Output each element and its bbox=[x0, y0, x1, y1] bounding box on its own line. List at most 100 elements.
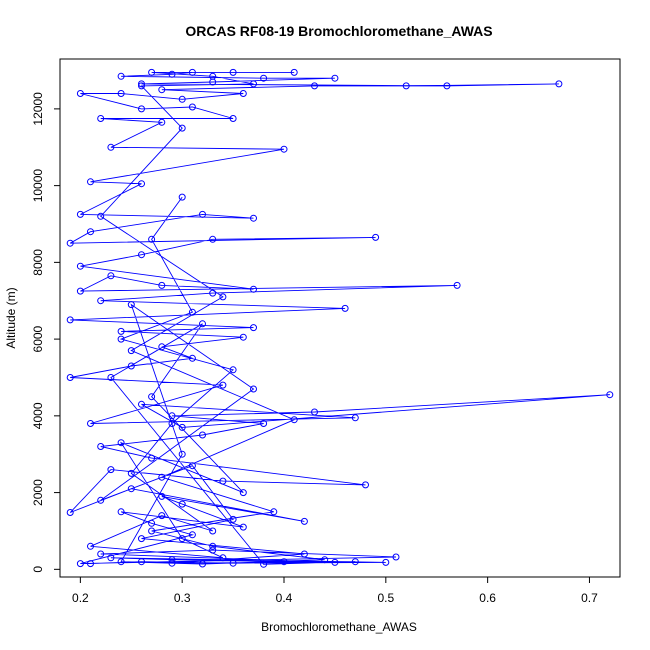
data-point bbox=[219, 477, 227, 485]
data-point bbox=[138, 251, 145, 259]
data-point bbox=[402, 82, 410, 90]
data-point bbox=[87, 560, 94, 568]
data-point bbox=[76, 90, 84, 97]
x-tick-label: 0.4 bbox=[276, 591, 293, 605]
data-point bbox=[239, 90, 247, 97]
data-point bbox=[229, 68, 237, 76]
data-point bbox=[178, 500, 186, 508]
data-point bbox=[158, 492, 166, 500]
data-point bbox=[158, 281, 166, 289]
data-point bbox=[199, 560, 206, 568]
x-axis-label: Bromochloromethane_AWAS bbox=[261, 620, 417, 634]
data-point bbox=[87, 542, 94, 550]
data-point bbox=[209, 546, 217, 554]
y-tick-label: 12000 bbox=[31, 92, 45, 126]
data-point bbox=[209, 72, 217, 80]
data-point bbox=[138, 180, 145, 188]
data-point bbox=[229, 115, 237, 122]
data-point bbox=[300, 550, 308, 558]
data-point bbox=[209, 527, 217, 535]
data-point bbox=[138, 535, 145, 543]
data-point bbox=[178, 95, 186, 103]
y-tick-label: 2000 bbox=[31, 479, 45, 506]
data-point bbox=[107, 272, 115, 280]
data-point bbox=[168, 420, 176, 427]
data-point bbox=[138, 105, 145, 113]
data-point bbox=[138, 558, 145, 566]
data-point bbox=[87, 178, 94, 186]
data-point bbox=[209, 235, 217, 243]
data-point bbox=[97, 297, 105, 305]
data-point bbox=[250, 80, 257, 88]
data-point bbox=[97, 496, 105, 504]
data-point bbox=[158, 86, 166, 94]
data-point bbox=[331, 74, 339, 82]
data-point bbox=[76, 560, 84, 568]
data-point bbox=[443, 82, 451, 90]
data-point bbox=[127, 485, 135, 493]
series-line bbox=[69, 71, 610, 565]
data-point bbox=[331, 558, 339, 566]
data-point bbox=[178, 535, 186, 543]
x-tick-label: 0.2 bbox=[72, 591, 89, 605]
data-point bbox=[250, 385, 257, 393]
y-tick-label: 10000 bbox=[31, 169, 45, 203]
data-point bbox=[188, 531, 196, 539]
data-point bbox=[280, 145, 288, 153]
data-point bbox=[97, 212, 105, 220]
data-point bbox=[280, 558, 288, 566]
data-point bbox=[178, 124, 186, 132]
data-point bbox=[250, 214, 257, 222]
data-point bbox=[148, 393, 156, 401]
data-point bbox=[148, 454, 156, 462]
data-point bbox=[219, 381, 227, 389]
data-point bbox=[76, 262, 84, 270]
data-point bbox=[606, 391, 614, 399]
data-point bbox=[97, 443, 105, 450]
data-point bbox=[138, 80, 145, 88]
data-point bbox=[158, 343, 166, 351]
x-tick-label: 0.3 bbox=[174, 591, 191, 605]
data-point bbox=[188, 462, 196, 470]
data-point bbox=[300, 517, 308, 525]
data-point bbox=[66, 239, 74, 247]
data-point bbox=[290, 68, 298, 76]
data-point bbox=[117, 558, 125, 566]
data-point bbox=[209, 542, 217, 550]
data-point bbox=[168, 412, 176, 420]
y-axis-label: Altitude (m) bbox=[4, 287, 18, 348]
data-point bbox=[107, 374, 115, 381]
y-tick-label: 8000 bbox=[31, 249, 45, 276]
data-point bbox=[199, 431, 206, 439]
data-point bbox=[188, 68, 196, 76]
data-point bbox=[117, 72, 125, 80]
data-point bbox=[239, 333, 247, 341]
y-axis: 0 2000 4000 6000 8000 10000 12000 bbox=[31, 92, 61, 573]
data-point bbox=[351, 414, 359, 422]
data-point bbox=[66, 374, 74, 381]
plot-frame bbox=[59, 58, 621, 578]
data-point bbox=[127, 362, 135, 370]
series-layer bbox=[66, 68, 614, 568]
data-point bbox=[239, 523, 247, 531]
data-point bbox=[250, 285, 257, 293]
data-point bbox=[107, 554, 115, 562]
data-point bbox=[168, 556, 176, 564]
data-point bbox=[321, 556, 329, 564]
data-point bbox=[76, 210, 84, 218]
data-point bbox=[138, 400, 145, 408]
y-tick-label: 6000 bbox=[31, 325, 45, 352]
data-point bbox=[178, 193, 186, 201]
data-point bbox=[127, 469, 135, 477]
data-point bbox=[555, 80, 563, 88]
data-point bbox=[311, 408, 318, 416]
data-point bbox=[311, 82, 318, 90]
data-point bbox=[453, 281, 461, 289]
data-point bbox=[138, 82, 145, 90]
chart-title: ORCAS RF08-19 Bromochloromethane_AWAS bbox=[185, 23, 492, 39]
data-point bbox=[87, 420, 94, 427]
x-axis: 0.2 0.3 0.4 0.5 0.6 0.7 bbox=[72, 576, 598, 605]
data-point bbox=[239, 489, 247, 497]
x-tick-label: 0.6 bbox=[479, 591, 496, 605]
data-point bbox=[199, 210, 206, 218]
